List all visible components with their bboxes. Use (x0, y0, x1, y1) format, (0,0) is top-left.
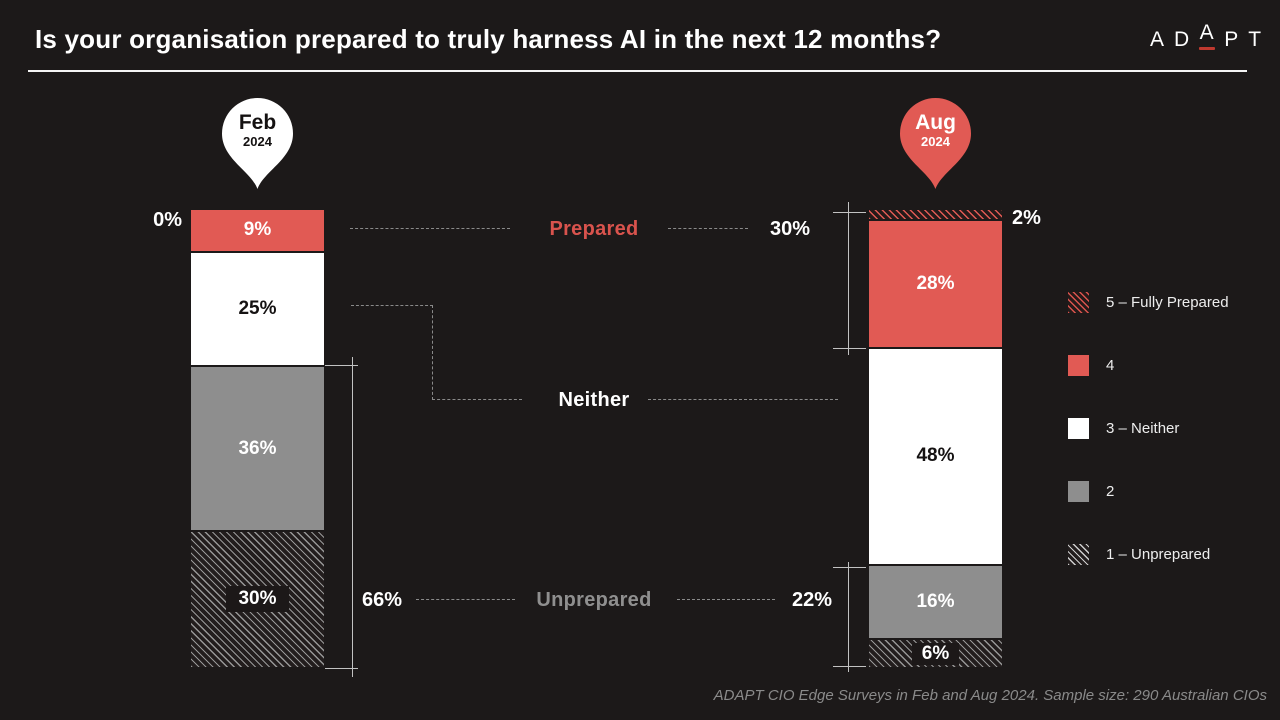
aug-prepared-bracket-line (848, 202, 849, 355)
legend-item-2: 2 (1068, 480, 1229, 502)
logo-letter: T (1248, 28, 1263, 51)
legend-swatch-hatch-red (1068, 291, 1089, 313)
neither-group-label: Neither (558, 389, 630, 411)
aug-segment-1-value: 6% (911, 642, 960, 665)
aug-prepared-bracket-tick-top (833, 212, 866, 213)
unprepared-connector-right (677, 599, 775, 600)
neither-connector-left (432, 399, 522, 400)
aug-prepared-bracket-tick-bottom (833, 348, 866, 349)
legend-item-3-neither: 3 – Neither (1068, 417, 1229, 439)
feb-segment-3-value: 25% (238, 297, 277, 319)
aug-pin-month: Aug (915, 111, 956, 134)
aug-fully-prepared-note: 2% (1012, 207, 1041, 229)
feb-segment-2-value: 36% (238, 437, 277, 459)
aug-segment-3-neither: 48% (869, 348, 1002, 565)
aug-segment-4: 28% (869, 220, 1002, 347)
legend-item-5-fully-prepared: 5 – Fully Prepared (1068, 291, 1229, 313)
aug-segment-2-value: 16% (916, 591, 955, 613)
feb-unprepared-bracket-tick-top (325, 365, 358, 366)
legend-item-1-unprepared: 1 – Unprepared (1068, 543, 1229, 565)
aug-segment-5-fully-prepared (869, 210, 1002, 219)
legend-swatch-hatch-gray (1068, 543, 1089, 565)
feb-pin-month: Feb (238, 111, 277, 134)
aug-unprepared-total: 22% (791, 589, 833, 611)
feb-fully-prepared-note: 0% (153, 209, 182, 231)
logo-letter: D (1174, 28, 1191, 51)
legend-label: 1 – Unprepared (1106, 545, 1211, 563)
aug-stacked-bar: 28% 48% 16% 6% (869, 210, 1002, 667)
aug-pin-label: Aug 2024 (897, 111, 974, 150)
feb-stacked-bar: 9% 25% 36% 30% (191, 210, 324, 667)
page-title: Is your organisation prepared to truly h… (35, 24, 942, 54)
legend-label: 4 (1106, 356, 1115, 374)
feb-pin-icon (222, 98, 293, 189)
adapt-logo: A D A P T (1150, 21, 1263, 57)
aug-unprepared-bracket-line (848, 562, 849, 672)
legend-swatch-red (1068, 354, 1089, 376)
feb-segment-3-neither: 25% (191, 252, 324, 366)
feb-pin-label: Feb 2024 (219, 111, 296, 150)
feb-pin-year: 2024 (243, 134, 272, 150)
legend-swatch-gray (1068, 480, 1089, 502)
feb-segment-1-unprepared: 30% (191, 531, 324, 667)
legend-label: 2 (1106, 482, 1115, 500)
feb-segment-4: 9% (191, 210, 324, 251)
aug-segment-3-value: 48% (916, 445, 955, 467)
neither-connector-elbow-top (351, 305, 433, 306)
legend-label: 5 – Fully Prepared (1106, 293, 1229, 311)
feb-segment-2: 36% (191, 367, 324, 530)
aug-unprepared-bracket-tick-top (833, 567, 866, 568)
aug-pin-icon (900, 98, 971, 189)
legend-item-4: 4 (1068, 354, 1229, 376)
feb-unprepared-bracket-tick-bottom (325, 668, 358, 669)
source-note: ADAPT CIO Edge Surveys in Feb and Aug 20… (713, 687, 1267, 704)
aug-segment-1-unprepared: 6% (869, 640, 1002, 667)
prepared-connector-left (350, 228, 510, 229)
feb-segment-4-value: 9% (243, 219, 272, 241)
legend-swatch-white (1068, 417, 1089, 439)
feb-segment-1-value: 30% (226, 586, 289, 613)
neither-connector-elbow-vertical (432, 305, 433, 400)
header-divider (28, 70, 1247, 72)
logo-red-underline (1199, 47, 1216, 50)
unprepared-group-label: Unprepared (536, 589, 652, 611)
logo-letter-accent: A (1199, 21, 1216, 50)
aug-pin-year: 2024 (921, 134, 950, 150)
prepared-connector-right (668, 228, 748, 229)
logo-letter: A (1150, 28, 1166, 51)
prepared-group-label: Prepared (549, 218, 639, 240)
unprepared-connector-left (416, 599, 515, 600)
legend-label: 3 – Neither (1106, 419, 1180, 437)
legend: 5 – Fully Prepared 4 3 – Neither 2 1 – U… (1068, 291, 1229, 606)
feb-unprepared-bracket-line (352, 357, 353, 677)
logo-letter: P (1224, 28, 1240, 51)
aug-segment-2: 16% (869, 566, 1002, 639)
aug-unprepared-bracket-tick-bottom (833, 666, 866, 667)
feb-unprepared-total: 66% (361, 589, 403, 611)
aug-segment-4-value: 28% (916, 272, 955, 294)
aug-prepared-total: 30% (769, 218, 811, 240)
neither-connector-right (648, 399, 838, 400)
